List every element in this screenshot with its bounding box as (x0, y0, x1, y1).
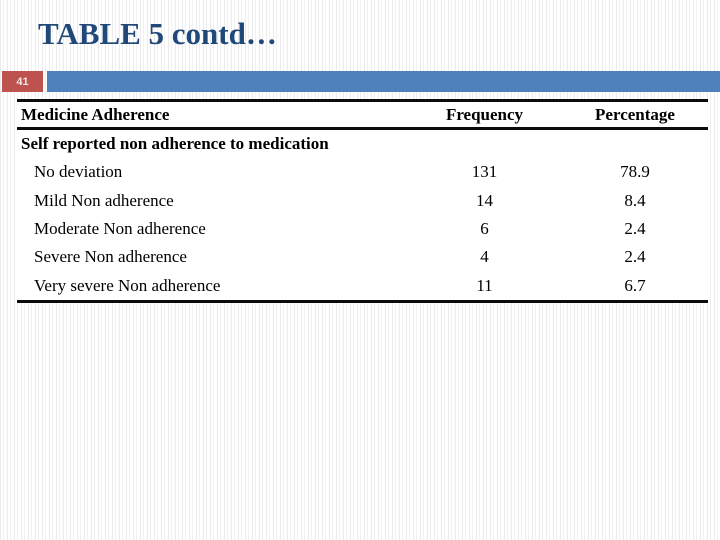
table-row: No deviation 131 78.9 (17, 158, 708, 186)
column-header-frequency: Frequency (445, 104, 524, 124)
row-frequency: 11 (476, 275, 493, 295)
row-label: Severe Non adherence (34, 247, 187, 267)
row-percentage: 2.4 (624, 247, 646, 267)
table-section-row: Self reported non adherence to medicatio… (17, 130, 708, 158)
slide-number-badge: 41 (2, 71, 43, 92)
row-frequency: 14 (476, 190, 493, 210)
column-header-percentage: Percentage (595, 104, 675, 124)
row-frequency: 6 (480, 219, 489, 239)
row-label: Mild Non adherence (34, 190, 174, 210)
row-percentage: 8.4 (624, 190, 646, 210)
table-row: Very severe Non adherence 11 6.7 (17, 271, 708, 299)
row-label: No deviation (34, 162, 123, 182)
header-accent-bar (47, 71, 720, 92)
medicine-adherence-table: Medicine Adherence Frequency Percentage … (17, 99, 708, 303)
table-header-row: Medicine Adherence Frequency Percentage (17, 102, 708, 130)
row-label: Moderate Non adherence (34, 219, 206, 239)
row-frequency: 4 (480, 247, 489, 267)
slide-number: 41 (16, 75, 29, 88)
column-header-medicine-adherence: Medicine Adherence (21, 104, 170, 124)
row-frequency: 131 (471, 162, 498, 182)
row-label: Very severe Non adherence (34, 275, 221, 295)
table-row: Severe Non adherence 4 2.4 (17, 243, 708, 271)
section-header-label: Self reported non adherence to medicatio… (21, 134, 329, 154)
table-row: Mild Non adherence 14 8.4 (17, 187, 708, 215)
slide-title: TABLE 5 contd… (38, 16, 277, 51)
row-percentage: 2.4 (624, 219, 646, 239)
row-percentage: 6.7 (624, 275, 646, 295)
row-percentage: 78.9 (620, 162, 650, 182)
table-row: Moderate Non adherence 6 2.4 (17, 215, 708, 243)
